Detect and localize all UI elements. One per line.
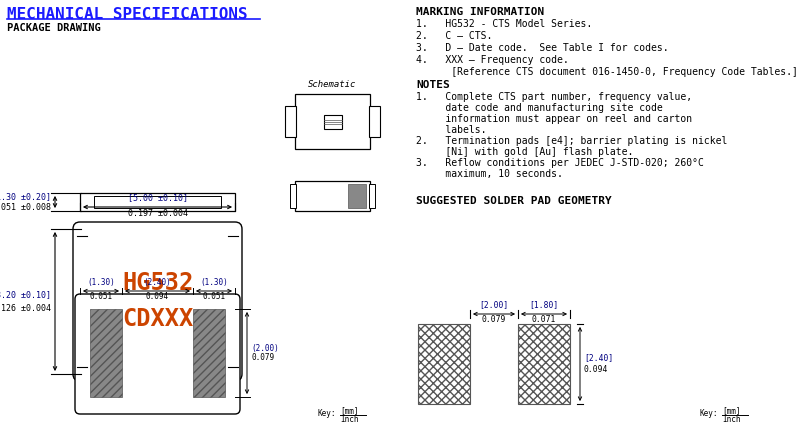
Text: 0.051: 0.051 (90, 292, 112, 301)
FancyBboxPatch shape (75, 294, 240, 414)
Bar (295, 181, 370, 211)
Text: 0.051 ±0.008: 0.051 ±0.008 (0, 202, 51, 211)
Bar (348, 184, 366, 208)
Text: 3.   D – Date code.  See Table I for codes.: 3. D – Date code. See Table I for codes. (416, 43, 669, 53)
Bar (418, 324, 470, 404)
Text: 4.   XXX – Frequency code.: 4. XXX – Frequency code. (416, 55, 569, 65)
Text: 0.051: 0.051 (203, 292, 225, 301)
Text: MECHANICAL SPECIFICATIONS: MECHANICAL SPECIFICATIONS (7, 7, 247, 22)
Text: 0.094: 0.094 (584, 366, 608, 375)
FancyBboxPatch shape (73, 222, 242, 381)
Bar (518, 324, 570, 404)
Text: [2.00]: [2.00] (479, 300, 508, 309)
Text: [Ni] with gold [Au] flash plate.: [Ni] with gold [Au] flash plate. (416, 147, 633, 157)
Bar (369, 184, 375, 208)
Text: CDXXX: CDXXX (122, 308, 193, 332)
Text: 0.126 ±0.004: 0.126 ±0.004 (0, 304, 51, 313)
Text: [2.40]: [2.40] (584, 353, 613, 363)
Text: [1.80]: [1.80] (529, 300, 558, 309)
Text: labels.: labels. (416, 125, 486, 135)
Bar (80, 193, 235, 211)
Bar (369, 106, 380, 137)
Text: 0.094: 0.094 (146, 292, 169, 301)
Text: maximum, 10 seconds.: maximum, 10 seconds. (416, 169, 563, 179)
Text: Inch: Inch (722, 414, 740, 423)
Text: [mm]: [mm] (722, 407, 740, 416)
Text: date code and manufacturing site code: date code and manufacturing site code (416, 103, 663, 113)
Text: [3.20 ±0.10]: [3.20 ±0.10] (0, 290, 51, 299)
Text: 0.197 ±0.004: 0.197 ±0.004 (128, 209, 187, 218)
Text: Key:: Key: (318, 410, 336, 419)
Text: [1.30 ±0.20]: [1.30 ±0.20] (0, 193, 51, 202)
Text: 2.   Termination pads [e4]; barrier plating is nickel: 2. Termination pads [e4]; barrier platin… (416, 136, 727, 146)
Text: Schematic: Schematic (309, 80, 356, 89)
Text: 1.   Complete CTS part number, frequency value,: 1. Complete CTS part number, frequency v… (416, 92, 692, 102)
Text: (2.00): (2.00) (251, 344, 279, 353)
Text: Key:: Key: (700, 410, 718, 419)
Text: HG532: HG532 (122, 272, 193, 296)
Text: NOTES: NOTES (416, 80, 450, 90)
Text: 0.071: 0.071 (532, 315, 556, 324)
Text: MARKING INFORMATION: MARKING INFORMATION (416, 7, 545, 17)
Text: SUGGESTED SOLDER PAD GEOMETRY: SUGGESTED SOLDER PAD GEOMETRY (416, 196, 612, 206)
Text: [mm]: [mm] (340, 407, 359, 416)
Text: (2.40): (2.40) (144, 278, 171, 287)
Text: information must appear on reel and carton: information must appear on reel and cart… (416, 114, 692, 124)
Text: (1.30): (1.30) (87, 278, 115, 287)
Bar (290, 184, 296, 208)
Text: 1.   HG532 - CTS Model Series.: 1. HG532 - CTS Model Series. (416, 19, 592, 29)
Text: 3.   Reflow conditions per JEDEC J-STD-020; 260°C: 3. Reflow conditions per JEDEC J-STD-020… (416, 158, 704, 168)
Bar (285, 106, 296, 137)
Bar (90, 309, 122, 397)
Bar (94, 196, 221, 208)
Text: (1.30): (1.30) (200, 278, 228, 287)
Text: 2.   C – CTS.: 2. C – CTS. (416, 31, 492, 41)
Text: [Reference CTS document 016-1450-0, Frequency Code Tables.]: [Reference CTS document 016-1450-0, Freq… (416, 67, 797, 77)
Text: [5.00 ±0.10]: [5.00 ±0.10] (128, 193, 187, 202)
Text: 0.079: 0.079 (482, 315, 506, 324)
Bar (295, 94, 370, 149)
Bar (193, 309, 225, 397)
Bar (323, 115, 342, 129)
Text: 0.079: 0.079 (251, 353, 274, 363)
Text: Inch: Inch (340, 414, 359, 423)
Text: PACKAGE DRAWING: PACKAGE DRAWING (7, 23, 101, 33)
